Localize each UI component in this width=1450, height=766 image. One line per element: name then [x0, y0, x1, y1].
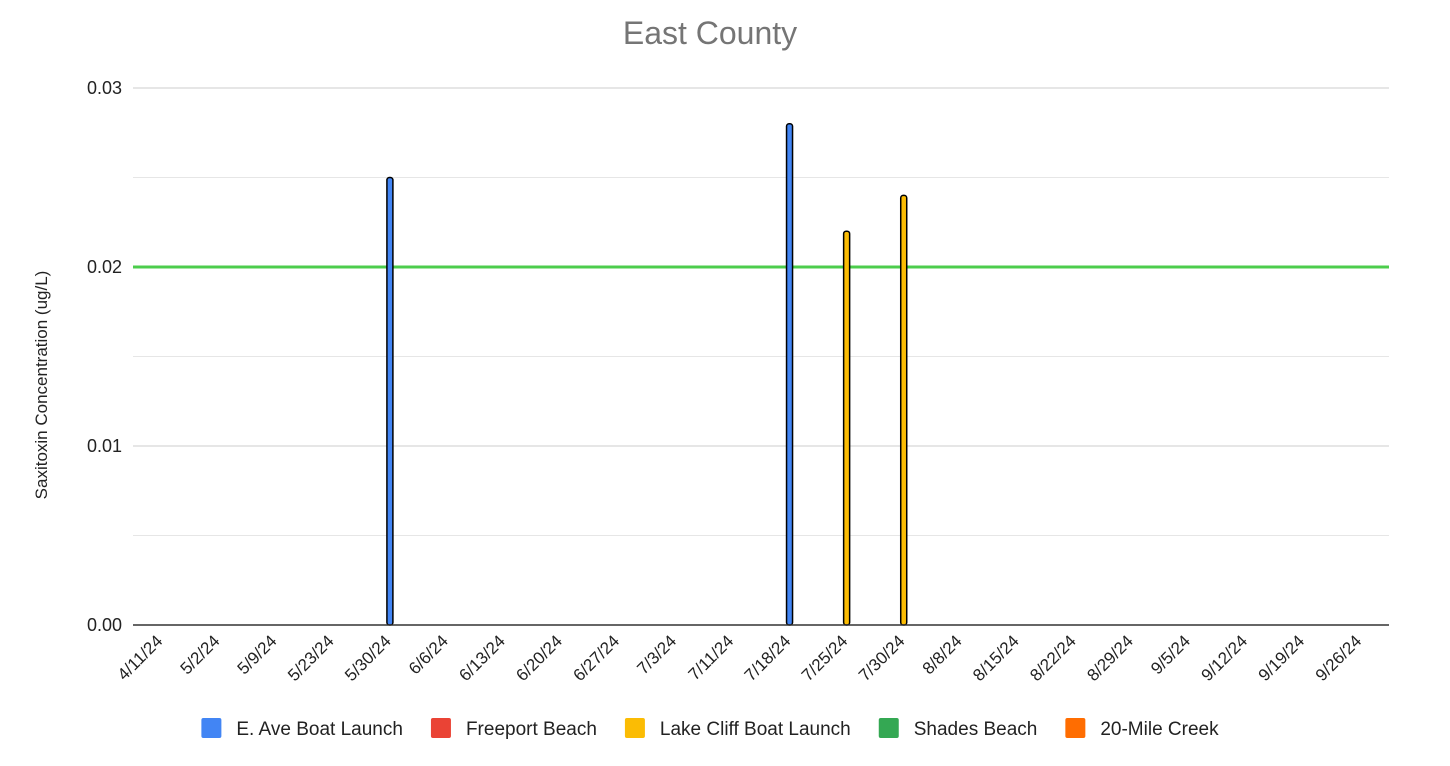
y-tick-label: 0.03: [87, 78, 122, 98]
y-tick-labels: 0.00 0.01 0.02 0.03: [87, 78, 122, 635]
x-tick-label: 8/22/24: [1026, 631, 1080, 685]
x-tick-label: 8/29/24: [1083, 631, 1137, 685]
legend-label: Lake Cliff Boat Launch: [660, 719, 851, 740]
x-tick-label: 5/2/24: [177, 631, 224, 678]
x-tick-label: 5/30/24: [341, 631, 395, 685]
bars: [386, 123, 908, 626]
x-tick-label: 9/19/24: [1255, 631, 1309, 685]
bar: [842, 230, 851, 626]
x-tick-label: 6/27/24: [570, 631, 624, 685]
x-tick-label: 9/12/24: [1198, 631, 1252, 685]
x-tick-label: 7/25/24: [798, 631, 852, 685]
x-tick-label: 6/13/24: [455, 631, 509, 685]
x-tick-label: 6/20/24: [512, 631, 566, 685]
x-tick-label: 5/23/24: [284, 631, 338, 685]
legend-swatch: [430, 718, 451, 738]
legend-label: Freeport Beach: [466, 719, 597, 740]
x-tick-label: 7/18/24: [741, 631, 795, 685]
bar: [899, 194, 908, 626]
legend-swatch: [1065, 718, 1086, 738]
x-tick-label: 7/30/24: [855, 631, 909, 685]
x-tick-label: 8/15/24: [969, 631, 1023, 685]
x-tick-label: 7/11/24: [685, 631, 738, 684]
y-axis-label: Saxitoxin Concentration (ug/L): [32, 271, 51, 500]
chart-title: East County: [623, 15, 797, 51]
x-tick-label: 9/26/24: [1312, 631, 1366, 685]
x-tick-label: 5/9/24: [234, 631, 281, 678]
x-tick-labels: 4/11/24 5/2/24 5/9/24 5/23/24 5/30/24 6/6/24 6…: [114, 631, 1366, 685]
grid-lines: [133, 87, 1389, 536]
y-tick-label: 0.02: [87, 257, 122, 277]
bar: [785, 123, 794, 626]
y-tick-label: 0.01: [87, 436, 122, 456]
bar: [386, 176, 394, 626]
legend-label: E. Ave Boat Launch: [236, 719, 403, 740]
y-tick-label: 0.00: [87, 615, 122, 635]
x-tick-label: 7/3/24: [633, 631, 680, 678]
x-tick-label: 4/11/24: [114, 631, 167, 684]
x-tick-label: 9/5/24: [1147, 631, 1194, 678]
legend: E. Ave Boat Launch Freeport Beach Lake Cli…: [201, 718, 1219, 740]
legend-label: 20-Mile Creek: [1100, 719, 1219, 740]
x-tick-label: 8/8/24: [919, 631, 966, 678]
legend-swatch: [624, 718, 645, 738]
legend-swatch: [878, 718, 899, 738]
legend-swatch: [201, 718, 222, 738]
x-tick-label: 6/6/24: [405, 631, 452, 678]
legend-label: Shades Beach: [914, 719, 1038, 740]
